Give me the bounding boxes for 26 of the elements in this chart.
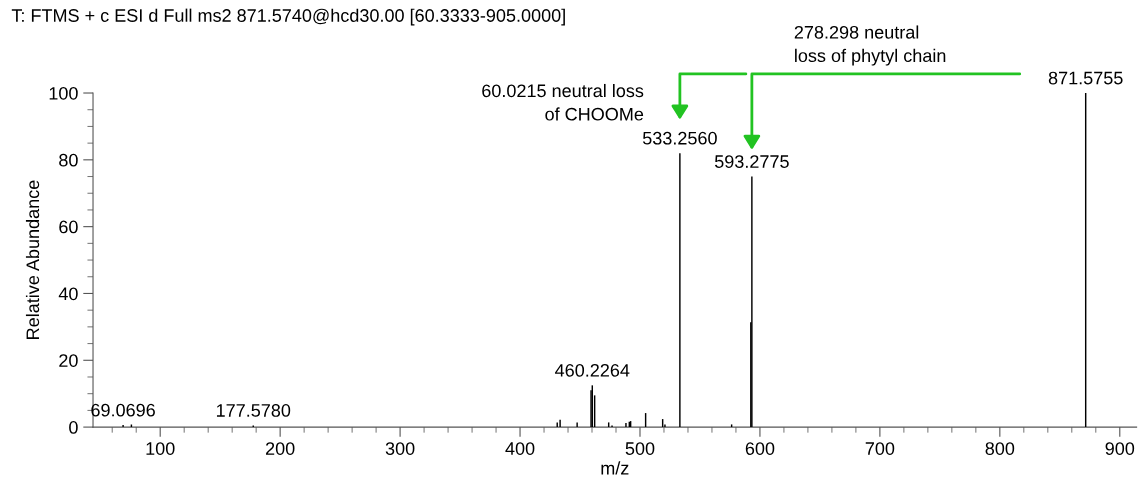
annotation: 69.0696: [91, 403, 155, 417]
x-tick-label: 700: [865, 442, 895, 455]
x-tick-label: 100: [146, 442, 175, 455]
x-tick-label: 500: [625, 442, 655, 455]
text: 278.298 neutral loss of phytyl chain: [794, 25, 946, 66]
annotation: 871.5755: [1048, 71, 1123, 85]
y-axis-title: Relative Abundance: [25, 180, 40, 339]
x-tick-label: 300: [385, 442, 415, 455]
annotation: 533.2560: [642, 131, 717, 145]
chart-title: T: FTMS + c ESI d Full ms2 871.5740@hcd30.00 [60.3333-905.0000]: [11, 8, 565, 26]
annotation: 593.2775: [714, 155, 789, 168]
x-tick-label: 600: [745, 442, 775, 455]
x-tick-label: 900: [1105, 442, 1135, 455]
y-tick-label: 20: [59, 354, 78, 367]
x-tick-label: 200: [265, 442, 295, 455]
annotation: 177.5780: [216, 404, 291, 417]
x-tick-label: 800: [985, 442, 1015, 455]
x-tick-label: 400: [505, 442, 535, 455]
y-tick-label: 80: [59, 153, 78, 167]
annotation: 460.2264: [555, 363, 630, 377]
y-tick-label: 60: [59, 220, 78, 234]
y-tick-label: 100: [49, 86, 78, 100]
x-axis-title: m/z: [601, 461, 629, 475]
y-tick-label: 40: [58, 287, 78, 301]
y-tick-label: 0: [69, 421, 78, 434]
annotation: 60.0215 neutral loss of CHOOMe: [482, 83, 644, 121]
